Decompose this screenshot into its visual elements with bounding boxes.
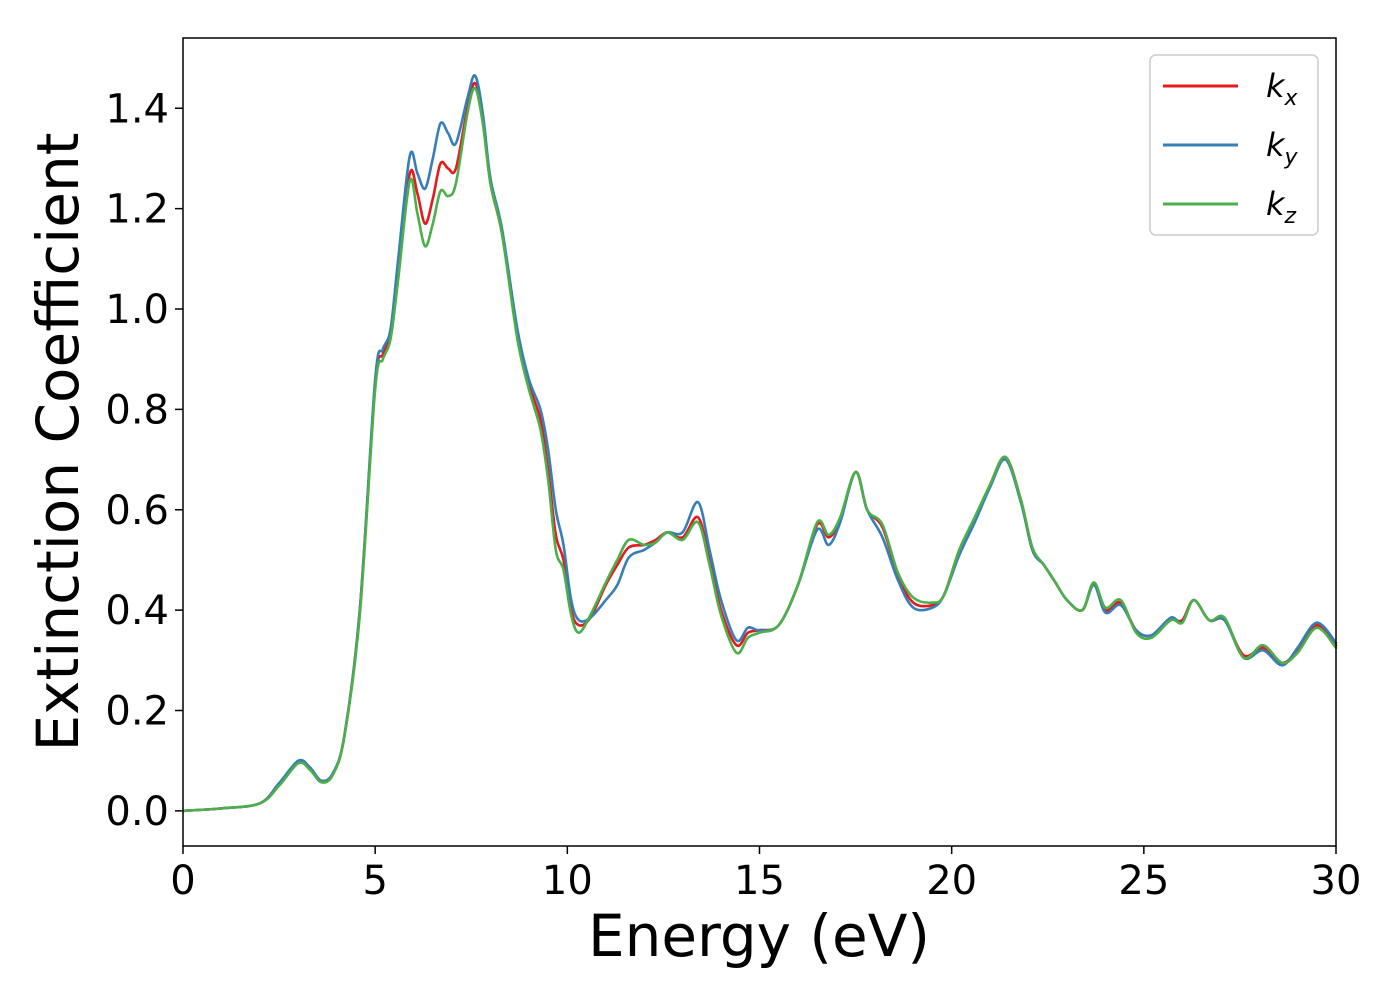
x-tick-label: 5 <box>362 858 387 904</box>
y-tick-label: 0.6 <box>105 488 169 534</box>
legend-label-subscript: y <box>1284 145 1299 170</box>
x-tick-label: 10 <box>542 858 593 904</box>
x-tick-label: 0 <box>170 858 195 904</box>
legend-label-subscript: z <box>1284 204 1297 229</box>
legend-label-y: ky <box>1266 126 1299 170</box>
y-axis-title: Extinction Coefficient <box>24 133 92 752</box>
y-tick-label: 0.8 <box>105 387 169 433</box>
y-tick-label: 0.4 <box>105 588 169 634</box>
y-tick-label: 0.0 <box>105 789 169 835</box>
y-tick-label: 0.2 <box>105 688 169 734</box>
y-tick-label: 1.0 <box>105 287 169 333</box>
legend-label-z: kz <box>1266 185 1297 229</box>
x-tick-label: 25 <box>1118 858 1169 904</box>
legend-label-base: k <box>1266 67 1286 105</box>
series-lines <box>181 74 1338 813</box>
legend-label-base: k <box>1266 185 1286 223</box>
legend-label-x: kx <box>1266 67 1299 111</box>
y-axis-ticks: 0.0 0.2 0.4 0.6 0.8 1.0 1.2 1.4 <box>105 86 183 835</box>
series-line-z <box>181 86 1338 813</box>
x-tick-label: 20 <box>926 858 977 904</box>
legend-label-base: k <box>1266 126 1286 164</box>
x-tick-label: 30 <box>1311 858 1362 904</box>
x-axis-title: Energy (eV) <box>588 902 930 970</box>
y-tick-label: 1.4 <box>105 86 169 132</box>
legend-label-subscript: x <box>1284 86 1299 111</box>
x-tick-label: 15 <box>734 858 785 904</box>
x-axis-ticks: 0 5 10 15 20 25 30 <box>170 846 1361 904</box>
y-tick-label: 1.2 <box>105 187 169 233</box>
plot-frame <box>182 37 1337 847</box>
